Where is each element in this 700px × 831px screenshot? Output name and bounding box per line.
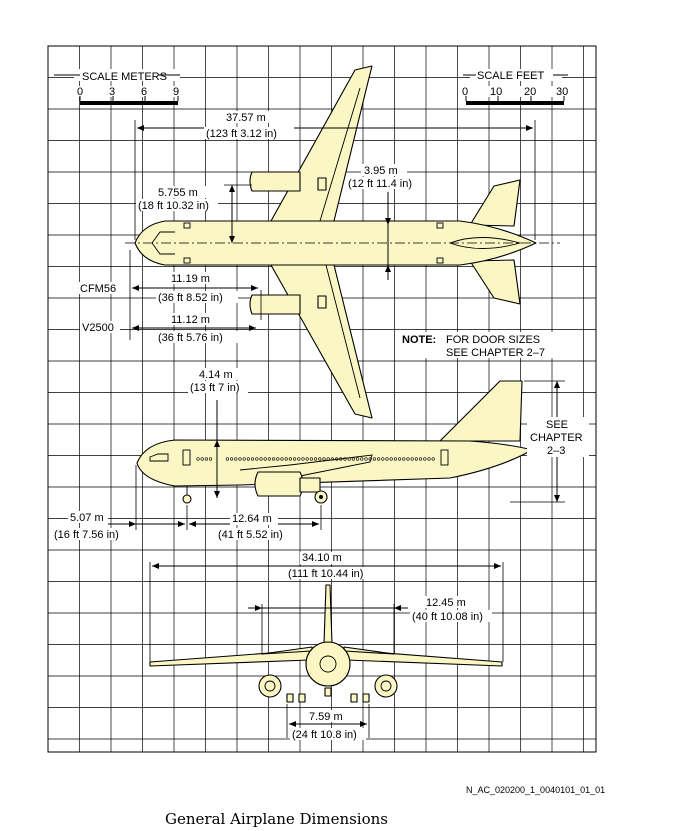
window [288,457,293,461]
window [372,457,377,461]
window [318,457,322,461]
nose-gear-imperial: (16 ft 7.56 in) [54,529,119,541]
window [356,457,360,461]
scale-feet-tick-0: 0 [462,86,468,98]
window [242,457,246,461]
dimension-labels: 37.57 m (123 ft 3.12 in) 5.755 m (18 ft … [52,111,589,741]
window [406,457,410,461]
engine-offset-value: 5.755 m [158,187,198,199]
window [280,457,284,461]
window [293,457,297,461]
window [419,457,423,461]
window [255,457,259,461]
window [196,457,200,461]
scale-feet-tick-10: 10 [490,86,502,98]
height-note-line1: SEE [546,419,568,431]
window [225,457,229,461]
window [284,457,288,461]
v2500-label: V2500 [82,322,114,334]
window [330,457,335,461]
wingspan-top-value: 37.57 m [226,112,266,124]
side-windows [196,457,435,461]
height-note-line3: 2–3 [547,445,565,457]
stabilizer-span-value: 12.45 m [426,597,466,609]
window [314,457,318,461]
window [410,457,414,461]
door-note-line2: SEE CHAPTER 2–7 [446,347,545,359]
wheelbase-imperial: (41 ft 5.52 in) [218,529,283,541]
nose-gear-value: 5.07 m [70,512,104,524]
door-note-label: NOTE: [402,334,436,346]
airplane-side-view [136,380,533,504]
window [200,457,204,461]
window [272,457,276,461]
window [427,457,431,461]
window [251,457,255,461]
window [385,457,389,461]
scale-feet-tick-30: 30 [556,86,568,98]
engine-offset-imperial: (18 ft 10.32 in) [138,200,209,212]
window [276,457,280,461]
window [343,457,347,461]
cfm56-imperial: (36 ft 8.52 in) [158,292,223,304]
window [431,457,435,461]
figure-caption: General Airplane Dimensions [165,810,388,828]
cfm56-label: CFM56 [80,283,116,295]
window [204,457,208,461]
height-note-line2: CHAPTER [530,432,583,444]
scale-feet-tick-20: 20 [524,86,536,98]
window [398,457,402,461]
wingspan-top-imperial: (123 ft 3.12 in) [206,128,277,140]
scale-meters-tick-9: 9 [173,86,179,98]
window [402,457,406,461]
window [209,457,213,461]
window [297,457,301,461]
window [377,457,381,461]
scale-meters-label: SCALE METERS [82,71,167,83]
airplane-top-view [125,65,560,419]
wheelbase-value: 12.64 m [232,513,272,525]
window [393,457,398,461]
grid-frame [47,45,597,753]
reference-code: N_AC_020200_1_0040101_01_01 [466,785,606,795]
window [381,457,385,461]
wingspan-front-imperial: (111 ft 10.44 in) [288,568,363,580]
stabilizer-span-imperial: (40 ft 10.08 in) [412,611,483,623]
scale-feet: SCALE FEET 0 10 20 30 [458,69,574,105]
airplane-front-view [149,584,503,703]
cfm56-value: 11.19 m [171,273,210,285]
window [360,457,364,461]
tail-offset-value: 3.95 m [364,165,398,177]
fuselage-height-imperial: (13 ft 7 in) [190,382,240,394]
scale-feet-label: SCALE FEET [477,70,545,82]
tail-offset-imperial: (12 ft 11.4 in) [348,178,412,190]
window [234,457,238,461]
wingspan-front-value: 34.10 m [302,552,342,564]
fuselage-height-value: 4.14 m [199,369,233,381]
window [414,457,419,461]
window [322,457,326,461]
scale-meters-tick-6: 6 [141,86,147,98]
scale-meters: SCALE METERS 0 3 6 9 [54,69,184,105]
window [263,457,267,461]
window [238,457,242,461]
scale-meters-tick-0: 0 [77,86,83,98]
window [301,457,305,461]
window [259,457,263,461]
track-value: 7.59 m [309,711,343,723]
window [364,457,368,461]
window [305,457,309,461]
v2500-value: 11.12 m [171,314,210,326]
track-imperial: (24 ft 10.8 in) [292,729,357,741]
v2500-imperial: (36 ft 5.76 in) [158,332,223,344]
window [309,457,314,461]
door-note-line1: FOR DOOR SIZES [446,334,540,346]
scale-meters-tick-3: 3 [109,86,115,98]
window [267,457,272,461]
window [246,457,250,461]
window [423,457,427,461]
window [230,457,234,461]
window [389,457,393,461]
